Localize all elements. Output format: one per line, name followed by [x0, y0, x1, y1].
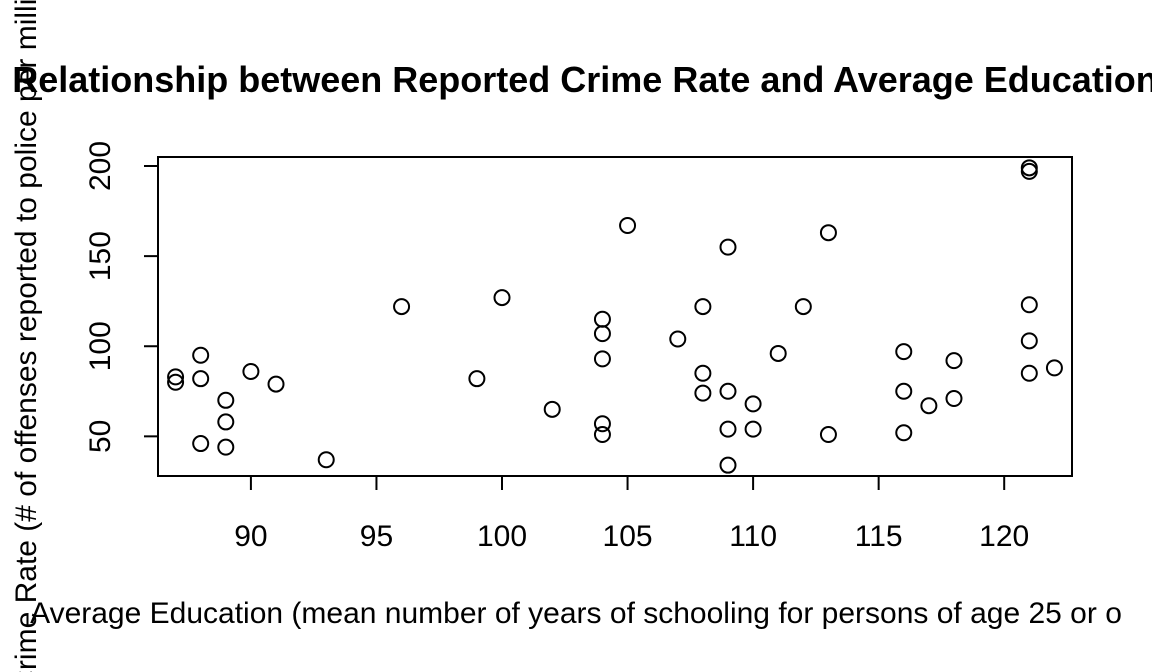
y-axis-label: Crime Rate (# of offenses reported to po… — [10, 0, 43, 672]
data-point — [593, 426, 611, 444]
data-point — [1020, 364, 1038, 382]
data-point — [493, 289, 511, 307]
data-point — [593, 310, 611, 328]
y-tick-label: 50 — [84, 420, 117, 453]
data-point — [945, 390, 963, 408]
data-point — [1020, 296, 1038, 314]
data-point — [1045, 359, 1063, 377]
data-point — [217, 413, 235, 431]
data-point — [1020, 159, 1038, 177]
x-tick-label: 105 — [603, 520, 653, 553]
data-point — [694, 364, 712, 382]
data-point — [895, 382, 913, 400]
data-point — [769, 344, 787, 362]
data-point — [217, 391, 235, 409]
data-point — [1020, 332, 1038, 350]
data-point — [694, 384, 712, 402]
data-point — [192, 370, 210, 388]
x-tick-label: 90 — [234, 520, 267, 553]
y-tick-label: 200 — [84, 141, 117, 191]
x-tick-label: 100 — [477, 520, 527, 553]
data-point — [317, 451, 335, 469]
data-point — [719, 456, 737, 474]
y-tick-label: 150 — [84, 231, 117, 281]
data-point — [945, 352, 963, 370]
data-point — [593, 415, 611, 433]
data-point — [719, 238, 737, 256]
x-tick-label: 95 — [360, 520, 393, 553]
data-point — [694, 298, 712, 316]
x-axis-label: Average Education (mean number of years … — [30, 597, 1122, 630]
data-point — [167, 373, 185, 391]
data-point — [1020, 162, 1038, 180]
data-point — [468, 370, 486, 388]
y-tick-label: 100 — [84, 321, 117, 371]
data-point — [593, 325, 611, 343]
data-point — [719, 420, 737, 438]
x-axis: 90 95 100 105 110 115 120 — [234, 475, 1029, 553]
y-axis: 50 100 150 200 — [84, 141, 159, 453]
data-point — [895, 424, 913, 442]
data-point — [895, 343, 913, 361]
data-point — [794, 298, 812, 316]
data-point — [619, 216, 637, 234]
data-point — [920, 397, 938, 415]
data-point — [719, 382, 737, 400]
data-point — [744, 395, 762, 413]
data-point — [819, 224, 837, 242]
data-point — [543, 400, 561, 418]
data-point — [819, 426, 837, 444]
data-point — [744, 420, 762, 438]
x-tick-label: 115 — [855, 520, 903, 553]
x-tick-label: 110 — [729, 520, 777, 553]
data-point — [267, 375, 285, 393]
data-point — [393, 298, 411, 316]
data-point — [192, 346, 210, 364]
data-point — [669, 330, 687, 348]
data-points — [167, 159, 1063, 474]
data-point — [217, 438, 235, 456]
x-tick-label: 120 — [979, 520, 1029, 553]
data-point — [192, 435, 210, 453]
chart-title: Relationship between Reported Crime Rate… — [12, 59, 1152, 100]
data-point — [593, 350, 611, 368]
data-point — [242, 362, 260, 380]
data-point — [167, 368, 185, 386]
plot-frame — [157, 156, 1073, 477]
